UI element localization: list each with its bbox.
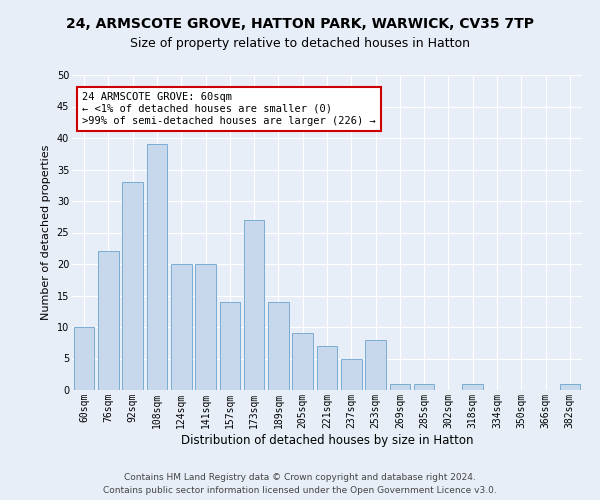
- Text: 24, ARMSCOTE GROVE, HATTON PARK, WARWICK, CV35 7TP: 24, ARMSCOTE GROVE, HATTON PARK, WARWICK…: [66, 18, 534, 32]
- Bar: [98, 252, 119, 390]
- Bar: [560, 384, 580, 390]
- Bar: [389, 384, 410, 390]
- Bar: [463, 384, 483, 390]
- Bar: [244, 220, 265, 390]
- Text: Size of property relative to detached houses in Hatton: Size of property relative to detached ho…: [130, 38, 470, 51]
- Y-axis label: Number of detached properties: Number of detached properties: [41, 145, 51, 320]
- Bar: [341, 358, 362, 390]
- Bar: [122, 182, 143, 390]
- Bar: [414, 384, 434, 390]
- X-axis label: Distribution of detached houses by size in Hatton: Distribution of detached houses by size …: [181, 434, 473, 446]
- Bar: [195, 264, 216, 390]
- Bar: [365, 340, 386, 390]
- Bar: [268, 302, 289, 390]
- Text: 24 ARMSCOTE GROVE: 60sqm
← <1% of detached houses are smaller (0)
>99% of semi-d: 24 ARMSCOTE GROVE: 60sqm ← <1% of detach…: [82, 92, 376, 126]
- Bar: [146, 144, 167, 390]
- Bar: [74, 327, 94, 390]
- Bar: [171, 264, 191, 390]
- Bar: [220, 302, 240, 390]
- Bar: [292, 334, 313, 390]
- Bar: [317, 346, 337, 390]
- Text: Contains HM Land Registry data © Crown copyright and database right 2024.
Contai: Contains HM Land Registry data © Crown c…: [103, 474, 497, 495]
